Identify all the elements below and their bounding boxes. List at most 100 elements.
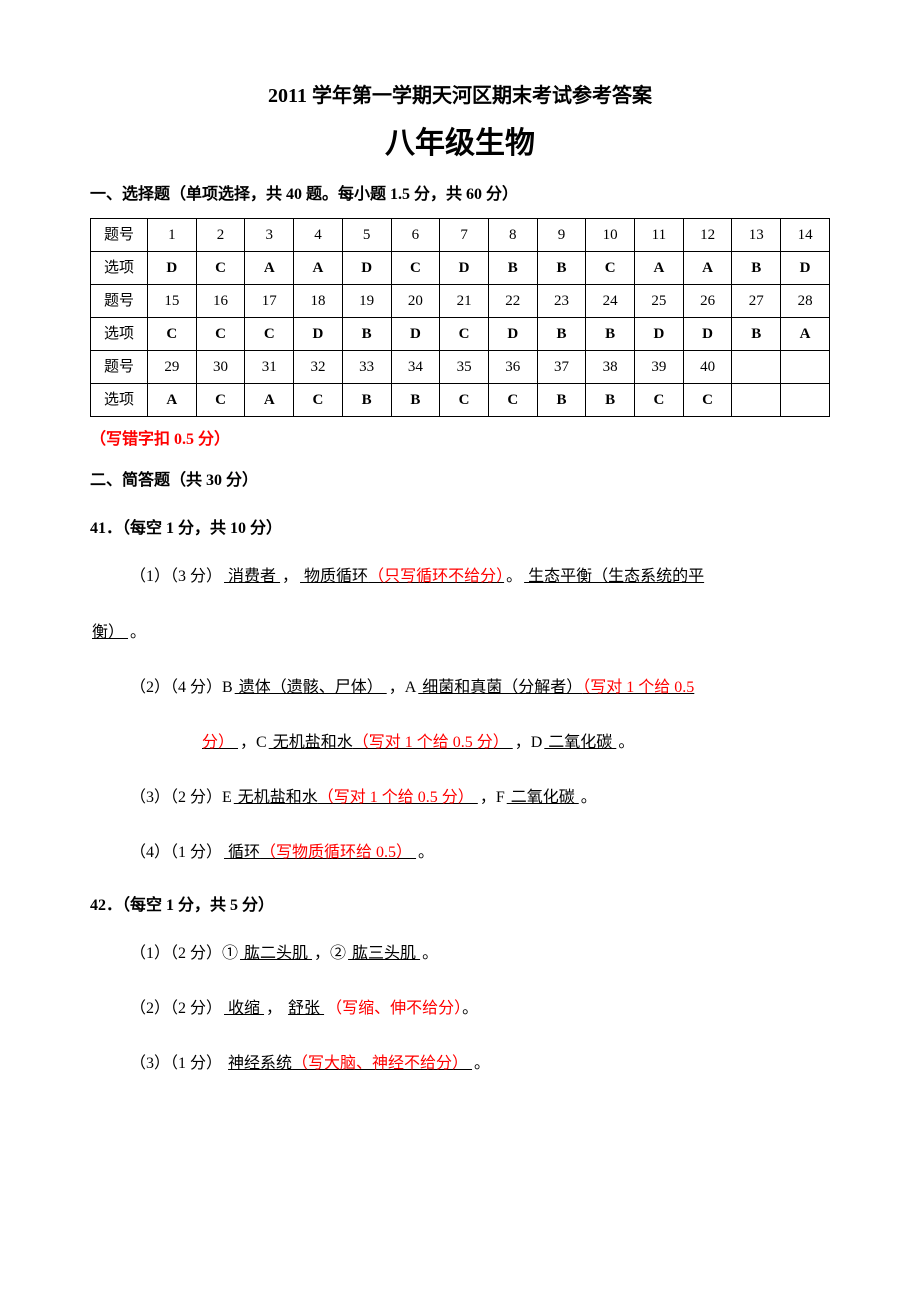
q41-1-blank2: 物质循环（只写循环不给分） bbox=[298, 568, 506, 585]
text: ， bbox=[266, 1000, 282, 1017]
answer-table: 题号1234567891011121314选项DCAADCDBBCAABD题号1… bbox=[90, 218, 830, 417]
text: ，C bbox=[240, 734, 267, 751]
table-cell-answer: C bbox=[488, 383, 537, 416]
q41-2-blankC: 无机盐和水（写对 1 个给 0.5 分） bbox=[267, 734, 515, 751]
table-cell-qnum: 27 bbox=[732, 284, 781, 317]
q41-4: （4）（1 分） 循环（写物质循环给 0.5） 。 bbox=[130, 835, 830, 870]
table-cell-qnum: 5 bbox=[342, 218, 391, 251]
table-cell-answer: C bbox=[440, 383, 489, 416]
q42-3-blank: 神经系统（写大脑、神经不给分） bbox=[226, 1055, 474, 1072]
table-cell-qnum: 8 bbox=[488, 218, 537, 251]
table-cell-answer: C bbox=[196, 317, 245, 350]
q41-1-blank3b: 衡） bbox=[90, 624, 130, 641]
q41-2-prefix: （2）（4 分）B bbox=[130, 679, 233, 696]
table-cell-answer: B bbox=[537, 251, 586, 284]
table-cell-qnum bbox=[781, 350, 830, 383]
table-cell-answer: B bbox=[586, 317, 635, 350]
table-cell-answer: D bbox=[781, 251, 830, 284]
q41-3: （3）（2 分）E 无机盐和水（写对 1 个给 0.5 分） ，F 二氧化碳 。 bbox=[130, 780, 830, 815]
wrong-char-note: （写错字扣 0.5 分） bbox=[90, 427, 830, 453]
table-cell-answer: C bbox=[196, 251, 245, 284]
q41-1-blank3a: 生态平衡（生态系统的平 bbox=[522, 568, 706, 585]
note-red: （写物质循环给 0.5） bbox=[260, 844, 416, 861]
table-cell-answer: A bbox=[148, 383, 197, 416]
table-cell-qnum: 26 bbox=[683, 284, 732, 317]
table-cell-answer: D bbox=[440, 251, 489, 284]
text: 物质循环 bbox=[300, 568, 368, 585]
table-cell-qnum: 15 bbox=[148, 284, 197, 317]
table-cell-answer: C bbox=[391, 251, 440, 284]
text: ，D bbox=[515, 734, 543, 751]
table-cell-answer: C bbox=[245, 317, 294, 350]
section1-heading: 一、选择题（单项选择，共 40 题。每小题 1.5 分，共 60 分） bbox=[90, 182, 830, 208]
table-rowlabel-qnum: 题号 bbox=[91, 350, 148, 383]
q41-4-blank: 循环（写物质循环给 0.5） bbox=[222, 844, 418, 861]
section2-heading: 二、简答题（共 30 分） bbox=[90, 468, 830, 494]
table-cell-qnum: 31 bbox=[245, 350, 294, 383]
text: 无机盐和水 bbox=[269, 734, 353, 751]
text: 。 bbox=[506, 568, 522, 585]
note-red: （写缩、伸不给分） bbox=[326, 1000, 462, 1017]
table-rowlabel-option: 选项 bbox=[91, 251, 148, 284]
table-cell-answer: C bbox=[683, 383, 732, 416]
text: 。 bbox=[418, 844, 434, 861]
text: 神经系统 bbox=[228, 1055, 292, 1072]
table-cell-answer: B bbox=[586, 383, 635, 416]
q41-3-prefix: （3）（2 分）E bbox=[130, 789, 232, 806]
q42-2-blank2: 舒张 bbox=[286, 1000, 326, 1017]
table-cell-qnum: 19 bbox=[342, 284, 391, 317]
table-rowlabel-qnum: 题号 bbox=[91, 218, 148, 251]
table-cell-answer: C bbox=[440, 317, 489, 350]
table-cell-answer: D bbox=[683, 317, 732, 350]
table-cell-answer: A bbox=[683, 251, 732, 284]
table-cell-qnum: 33 bbox=[342, 350, 391, 383]
table-cell-qnum: 25 bbox=[635, 284, 684, 317]
text: 。 bbox=[474, 1055, 490, 1072]
table-rowlabel-option: 选项 bbox=[91, 317, 148, 350]
text: 循环 bbox=[224, 844, 260, 861]
table-cell-answer: D bbox=[635, 317, 684, 350]
table-cell-answer: A bbox=[245, 251, 294, 284]
table-cell-answer: C bbox=[196, 383, 245, 416]
table-cell-answer: B bbox=[537, 317, 586, 350]
table-cell-answer: A bbox=[294, 251, 343, 284]
q42-1-prefix: （1）（2 分）① bbox=[130, 945, 238, 962]
table-cell-qnum: 32 bbox=[294, 350, 343, 383]
q42-2: （2）（2 分） 收缩 ， 舒张 （写缩、伸不给分）。 bbox=[130, 991, 830, 1026]
table-cell-qnum: 22 bbox=[488, 284, 537, 317]
table-cell-answer: D bbox=[391, 317, 440, 350]
note-red: （只写循环不给分） bbox=[368, 568, 504, 585]
text: 。 bbox=[618, 734, 634, 751]
q41-heading: 41．（每空 1 分，共 10 分） bbox=[90, 516, 830, 542]
table-cell-qnum: 12 bbox=[683, 218, 732, 251]
table-cell-answer: B bbox=[732, 317, 781, 350]
note-red: （写对 1 个给 0.5 bbox=[582, 679, 694, 696]
table-cell-answer: C bbox=[148, 317, 197, 350]
table-cell-qnum: 1 bbox=[148, 218, 197, 251]
table-cell-answer: B bbox=[537, 383, 586, 416]
table-cell-qnum: 34 bbox=[391, 350, 440, 383]
text: 。 bbox=[581, 789, 597, 806]
table-cell-answer bbox=[781, 383, 830, 416]
q42-3: （3）（1 分） 神经系统（写大脑、神经不给分） 。 bbox=[130, 1046, 830, 1081]
table-cell-qnum: 40 bbox=[683, 350, 732, 383]
table-cell-qnum: 13 bbox=[732, 218, 781, 251]
table-cell-qnum: 39 bbox=[635, 350, 684, 383]
table-cell-answer: D bbox=[488, 317, 537, 350]
table-cell-answer: B bbox=[342, 383, 391, 416]
q42-1: （1）（2 分）① 肱二头肌 ，② 肱三头肌 。 bbox=[130, 936, 830, 971]
q41-1-prefix: （1）（3 分） bbox=[130, 568, 222, 585]
table-cell-answer: A bbox=[635, 251, 684, 284]
text: ，A bbox=[389, 679, 417, 696]
table-cell-answer: C bbox=[635, 383, 684, 416]
table-cell-answer: C bbox=[294, 383, 343, 416]
page-title-line1: 2011 学年第一学期天河区期末考试参考答案 bbox=[90, 80, 830, 112]
table-cell-qnum: 9 bbox=[537, 218, 586, 251]
table-cell-qnum: 10 bbox=[586, 218, 635, 251]
table-cell-qnum: 37 bbox=[537, 350, 586, 383]
q41-1-line1: （1）（3 分） 消费者 ， 物质循环（只写循环不给分）。 生态平衡（生态系统的… bbox=[130, 559, 830, 594]
table-cell-answer: D bbox=[148, 251, 197, 284]
table-cell-answer: B bbox=[732, 251, 781, 284]
table-cell-qnum: 30 bbox=[196, 350, 245, 383]
q41-2-line1: （2）（4 分）B 遗体（遗骸、尸体） ，A 细菌和真菌（分解者）（写对 1 个… bbox=[130, 670, 830, 705]
